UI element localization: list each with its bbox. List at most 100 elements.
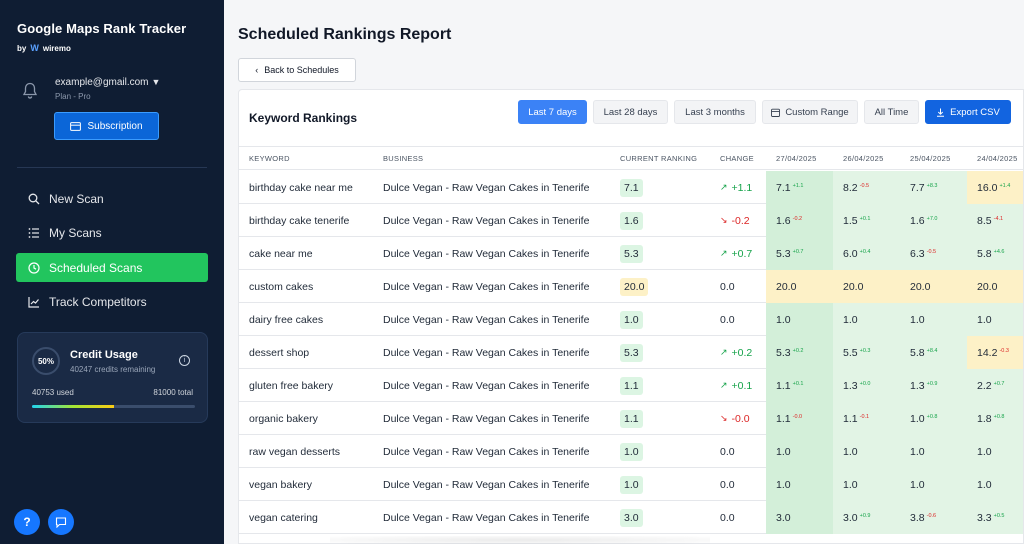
- table-row[interactable]: dessert shop Dulce Vegan - Raw Vegan Cake…: [239, 336, 1023, 369]
- rank-badge: 1.0: [620, 475, 643, 494]
- date-rank-cell: 1.1 -0.1: [833, 402, 900, 435]
- brand-title: Google Maps Rank Tracker: [17, 21, 187, 36]
- nav-item-scheduled-scans[interactable]: Scheduled Scans: [16, 253, 208, 282]
- date-rank-value: 1.6: [910, 214, 925, 227]
- table-row[interactable]: vegan bakery Dulce Vegan - Raw Vegan Cake…: [239, 468, 1023, 501]
- col-date-1[interactable]: 27/04/2025: [776, 154, 817, 163]
- download-icon: [937, 108, 945, 117]
- date-rank-value: 1.1: [776, 379, 791, 392]
- date-rank-cell: 1.5 +0.1: [833, 204, 900, 237]
- table-row[interactable]: birthday cake near me Dulce Vegan - Raw V…: [239, 171, 1023, 204]
- date-rank-delta: -0.0: [792, 413, 803, 420]
- date-rank-value: 5.5: [843, 346, 858, 359]
- help-button[interactable]: ?: [14, 509, 40, 535]
- arrow-up-right-icon: ↗: [720, 248, 728, 258]
- chat-button[interactable]: [48, 509, 74, 535]
- bell-icon[interactable]: [22, 82, 38, 100]
- filter-custom-range[interactable]: Custom Range: [762, 100, 858, 124]
- col-change[interactable]: CHANGE: [720, 154, 754, 163]
- date-rank-cell: 3.8 -0.6: [900, 501, 967, 534]
- caret-down-icon: ▼: [151, 77, 161, 87]
- business-cell: Dulce Vegan - Raw Vegan Cakes in Tenerif…: [383, 214, 590, 227]
- date-rank-cell: 1.3 +0.9: [900, 369, 967, 402]
- filter-all-time[interactable]: All Time: [864, 100, 919, 124]
- date-rank-value: 2.2: [977, 379, 992, 392]
- brand-name: wiremo: [42, 43, 71, 53]
- current-ranking-cell: 3.0: [620, 501, 643, 534]
- change-value: 0.0: [720, 511, 735, 524]
- date-rank-value: 1.0: [910, 313, 925, 326]
- col-date-2[interactable]: 26/04/2025: [843, 154, 884, 163]
- change-cell: ↘ -0.2: [720, 204, 750, 237]
- info-icon[interactable]: i: [179, 355, 190, 366]
- date-rank-delta: -0.3: [999, 347, 1009, 354]
- table-row[interactable]: raw vegan desserts Dulce Vegan - Raw Vega…: [239, 435, 1023, 468]
- col-business[interactable]: BUSINESS: [383, 154, 424, 163]
- date-rank-cell: 6.3 -0.5: [900, 237, 967, 270]
- date-rank-value: 5.3: [776, 247, 791, 260]
- credit-progress-fill: [32, 405, 114, 408]
- date-rank-cell: 1.0 +0.8: [900, 402, 967, 435]
- subscription-button[interactable]: Subscription: [54, 112, 159, 140]
- filter-last-7-days[interactable]: Last 7 days: [518, 100, 587, 124]
- export-csv-button[interactable]: Export CSV: [925, 100, 1011, 124]
- date-rank-delta: +0.4: [859, 248, 871, 255]
- list-icon: [28, 227, 39, 238]
- col-date-3[interactable]: 25/04/2025: [910, 154, 951, 163]
- user-menu[interactable]: example@gmail.com ▼: [55, 77, 160, 88]
- keyword-cell: custom cakes: [249, 280, 314, 293]
- nav-label: Track Competitors: [49, 294, 147, 309]
- change-cell: 0.0: [720, 468, 735, 501]
- date-rank-cell: 1.0: [833, 435, 900, 468]
- table-row[interactable]: birthday cake tenerife Dulce Vegan - Raw …: [239, 204, 1023, 237]
- credit-total: 81000 total: [153, 388, 193, 397]
- date-rank-cell: 1.0: [766, 435, 833, 468]
- business-cell: Dulce Vegan - Raw Vegan Cakes in Tenerif…: [383, 379, 590, 392]
- date-rank-value: 8.2: [843, 181, 858, 194]
- business-cell: Dulce Vegan - Raw Vegan Cakes in Tenerif…: [383, 478, 590, 491]
- filter-last-28-days[interactable]: Last 28 days: [593, 100, 668, 124]
- arrow-down-right-icon: ↘: [720, 413, 728, 423]
- col-current-ranking[interactable]: CURRENT RANKING: [620, 154, 698, 163]
- change-cell: ↗ +0.2: [720, 336, 752, 369]
- date-rank-cell: 3.0: [766, 501, 833, 534]
- table-row[interactable]: gluten free bakery Dulce Vegan - Raw Vega…: [239, 369, 1023, 402]
- table-row[interactable]: vegan catering Dulce Vegan - Raw Vegan Ca…: [239, 501, 1023, 534]
- filter-label: Last 7 days: [528, 106, 577, 118]
- date-rank-cell: 1.0: [967, 303, 1023, 336]
- change-cell: 0.0: [720, 303, 735, 336]
- date-rank-cell: 5.3 +0.7: [766, 237, 833, 270]
- filter-last-3-months[interactable]: Last 3 months: [674, 100, 756, 124]
- current-ranking-cell: 1.0: [620, 468, 643, 501]
- change-cell: ↗ +0.1: [720, 369, 752, 402]
- date-rank-delta: +4.6: [993, 248, 1005, 255]
- table-row[interactable]: organic bakery Dulce Vegan - Raw Vegan Ca…: [239, 402, 1023, 435]
- col-keyword[interactable]: KEYWORD: [249, 154, 290, 163]
- change-value: +0.2: [731, 346, 753, 359]
- table-row[interactable]: custom cakes Dulce Vegan - Raw Vegan Cake…: [239, 270, 1023, 303]
- date-rank-value: 1.5: [843, 214, 858, 227]
- col-date-4[interactable]: 24/04/2025: [977, 154, 1018, 163]
- nav-item-track-competitors[interactable]: Track Competitors: [16, 287, 208, 316]
- current-ranking-cell: 5.3: [620, 336, 643, 369]
- change-value: -0.2: [731, 214, 750, 227]
- nav-item-new-scan[interactable]: New Scan: [16, 184, 208, 213]
- nav-label: My Scans: [49, 225, 102, 240]
- date-rank-value: 1.8: [977, 412, 992, 425]
- date-rank-delta: +8.3: [926, 182, 938, 189]
- date-rank-delta: +0.3: [859, 347, 871, 354]
- change-value: +1.1: [731, 181, 753, 194]
- business-cell: Dulce Vegan - Raw Vegan Cakes in Tenerif…: [383, 412, 590, 425]
- date-rank-delta: +0.7: [792, 248, 804, 255]
- back-to-schedules-button[interactable]: ‹ Back to Schedules: [238, 58, 356, 82]
- credit-progress-bar: [32, 405, 195, 408]
- keyword-cell: vegan bakery: [249, 478, 313, 491]
- table-row[interactable]: dairy free cakes Dulce Vegan - Raw Vegan …: [239, 303, 1023, 336]
- table-row[interactable]: cake near me Dulce Vegan - Raw Vegan Cake…: [239, 237, 1023, 270]
- page-title: Scheduled Rankings Report: [238, 26, 452, 43]
- date-rank-delta: +1.4: [999, 182, 1011, 189]
- calendar-icon: [771, 108, 781, 117]
- rank-badge: 1.0: [620, 442, 643, 461]
- nav-label: Scheduled Scans: [49, 260, 143, 275]
- nav-item-my-scans[interactable]: My Scans: [16, 218, 208, 247]
